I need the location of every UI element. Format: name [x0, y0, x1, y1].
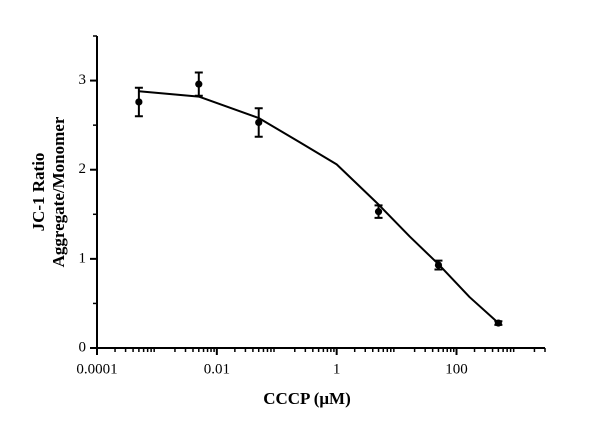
y-tick-label: 0: [79, 339, 87, 355]
data-point: [494, 319, 502, 327]
y-tick-label: 1: [79, 250, 87, 266]
x-tick-label: 100: [445, 361, 468, 377]
y-axis-label: JC-1 Ratio: [29, 153, 48, 232]
data-point: [374, 208, 383, 216]
y-axis-label: Aggregate/Monomer: [49, 116, 68, 267]
data-point: [434, 261, 443, 269]
x-tick-label: 0.0001: [76, 361, 117, 377]
x-tick-label: 0.01: [204, 361, 230, 377]
x-tick-label: 1: [333, 361, 341, 377]
fit-curve: [138, 90, 500, 324]
y-tick-label: 2: [79, 161, 87, 177]
data-point: [255, 118, 263, 127]
data-point: [195, 80, 203, 88]
data-point: [135, 98, 143, 106]
y-axis-label-group: JC-1 Ratio Aggregate/Monomer: [29, 116, 68, 267]
y-tick-label: 3: [79, 72, 87, 88]
x-axis-label: CCCP (μM): [263, 389, 351, 408]
